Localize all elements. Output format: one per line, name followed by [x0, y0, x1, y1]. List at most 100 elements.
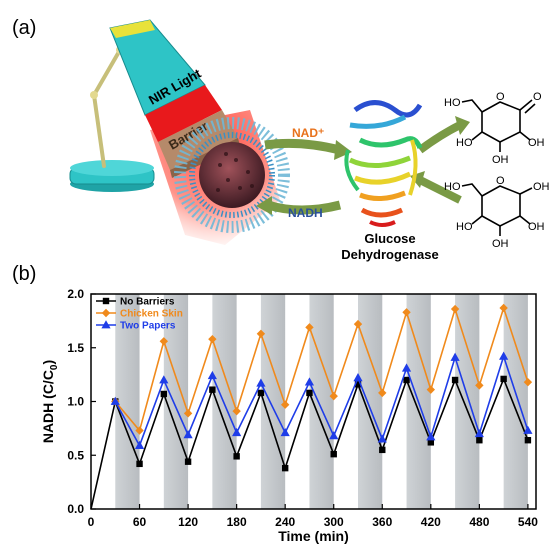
- data-point-two-papers: [329, 431, 339, 440]
- y-axis-title-close: ): [40, 360, 56, 365]
- data-point-chicken-skin: [353, 319, 363, 329]
- data-point-two-papers: [183, 430, 193, 439]
- data-point-two-papers: [159, 375, 169, 384]
- data-point-two-papers: [134, 440, 145, 449]
- shaded-band-3: [260, 294, 286, 509]
- legend-label-chicken-skin: Chicken Skin: [120, 309, 183, 320]
- legend-label-no-barriers: No Barriers: [120, 297, 175, 308]
- data-point-chicken-skin: [402, 308, 411, 317]
- data-point-two-papers: [499, 351, 509, 360]
- data-point-chicken-skin: [329, 391, 338, 401]
- x-tick-label-1: 60: [133, 515, 147, 529]
- y-axis-title-main: NADH (C/C: [40, 370, 56, 443]
- shaded-band-8: [503, 294, 528, 509]
- x-tick-label-0: 0: [88, 515, 95, 529]
- x-axis-title: Time (min): [278, 528, 349, 544]
- data-point-two-papers: [353, 373, 363, 382]
- series-no-barriers: [90, 375, 532, 510]
- data-point-two-papers: [256, 378, 266, 387]
- legend-label-two-papers: Two Papers: [120, 321, 176, 332]
- data-point-no-barriers: [257, 389, 265, 397]
- enzyme-label-line2: Dehydrogenase: [341, 247, 439, 262]
- data-point-chicken-skin: [183, 409, 193, 418]
- panel-a-label: (a): [12, 17, 36, 39]
- svg-text:OH: OH: [492, 154, 509, 166]
- data-point-no-barriers: [379, 446, 386, 454]
- y-tick-labels: 0.0 0.5 1.0 1.5 2.0: [67, 287, 84, 516]
- data-point-chicken-skin: [208, 334, 217, 344]
- x-tick-labels: 0 60 120 180 240 300 360 420 480 540: [88, 515, 539, 529]
- data-point-chicken-skin: [135, 426, 144, 435]
- data-point-chicken-skin: [475, 381, 484, 390]
- data-point-two-papers: [110, 396, 120, 405]
- data-point-no-barriers: [160, 390, 168, 398]
- shaded-band-5: [358, 294, 383, 509]
- data-point-no-barriers: [306, 389, 313, 397]
- data-point-two-papers: [232, 427, 242, 437]
- svg-text:OH: OH: [528, 137, 545, 149]
- series-two-papers: [110, 351, 533, 449]
- data-point-two-papers: [426, 432, 436, 441]
- data-point-no-barriers: [427, 439, 435, 446]
- y-tick-label-4: 2.0: [67, 287, 84, 301]
- redox-cycle-arrows: [256, 116, 470, 215]
- data-point-no-barriers: [524, 437, 532, 444]
- nad-oxidized-label: NAD⁺: [292, 126, 324, 140]
- data-point-two-papers: [304, 377, 315, 386]
- data-point-chicken-skin: [426, 385, 436, 394]
- data-point-no-barriers: [476, 437, 483, 444]
- data-point-two-papers: [377, 434, 387, 443]
- legend-marker-no-barriers: [102, 297, 110, 305]
- nanoparticle-icon: [174, 117, 290, 233]
- nadh-cycling-chart: 0 60 120 180 240 300 360 420 480 540 0.0 0.5 1.0 1.5…: [40, 287, 538, 544]
- x-tick-label-6: 360: [372, 515, 392, 529]
- enzyme-label-line1: Glucose: [364, 231, 415, 246]
- data-point-two-papers: [523, 425, 533, 434]
- data-point-no-barriers: [451, 376, 459, 384]
- x-tick-label-3: 180: [227, 515, 247, 529]
- data-point-no-barriers: [233, 453, 240, 460]
- svg-text:HO: HO: [456, 137, 473, 149]
- schematic: NIR Light Barrier NAD⁺ NADH: [69, 19, 550, 262]
- y-tick-label-2: 1.0: [67, 395, 84, 409]
- y-tick-label-0: 0.0: [67, 502, 84, 516]
- axes: [90, 293, 537, 510]
- data-point-chicken-skin: [450, 304, 460, 314]
- y-axis-title: NADH (C/C0): [40, 360, 60, 443]
- shaded-bands: [115, 294, 528, 509]
- svg-text:OH: OH: [533, 181, 550, 193]
- data-point-chicken-skin: [232, 406, 241, 416]
- glucose-atom-labels: O OH HO HO OH OH: [444, 175, 550, 250]
- x-tick-label-8: 480: [469, 515, 489, 529]
- data-point-two-papers: [207, 370, 217, 380]
- data-point-no-barriers: [281, 464, 289, 472]
- data-point-no-barriers: [136, 460, 143, 468]
- legend-marker-two-papers: [101, 320, 111, 329]
- shaded-band-7: [455, 294, 480, 509]
- gluconolactone-structure-icon: [461, 99, 536, 152]
- data-point-no-barriers: [403, 376, 410, 384]
- data-point-no-barriers: [209, 386, 216, 393]
- x-tick-label-2: 120: [178, 515, 198, 529]
- data-point-two-papers: [280, 427, 290, 437]
- data-point-chicken-skin: [378, 388, 387, 398]
- series-line-chicken-skin: [114, 305, 529, 433]
- gluconolactone-atom-labels: O O HO HO OH OH: [444, 91, 545, 166]
- data-point-chicken-skin: [523, 377, 533, 387]
- x-tick-label-7: 420: [421, 515, 441, 529]
- data-point-no-barriers: [184, 458, 192, 465]
- series-lines: [90, 303, 533, 510]
- svg-text:OH: OH: [492, 238, 509, 250]
- data-point-two-papers: [401, 363, 412, 372]
- series-line-two-papers: [114, 353, 529, 448]
- glucose-structure-icon: [461, 183, 533, 236]
- svg-text:OH: OH: [528, 221, 545, 233]
- x-tick-label-5: 300: [324, 515, 344, 529]
- svg-text:HO: HO: [456, 221, 473, 233]
- y-tick-label-1: 0.5: [67, 448, 84, 462]
- data-point-two-papers: [474, 428, 484, 438]
- data-point-no-barriers: [354, 381, 362, 388]
- data-point-no-barriers: [330, 450, 337, 458]
